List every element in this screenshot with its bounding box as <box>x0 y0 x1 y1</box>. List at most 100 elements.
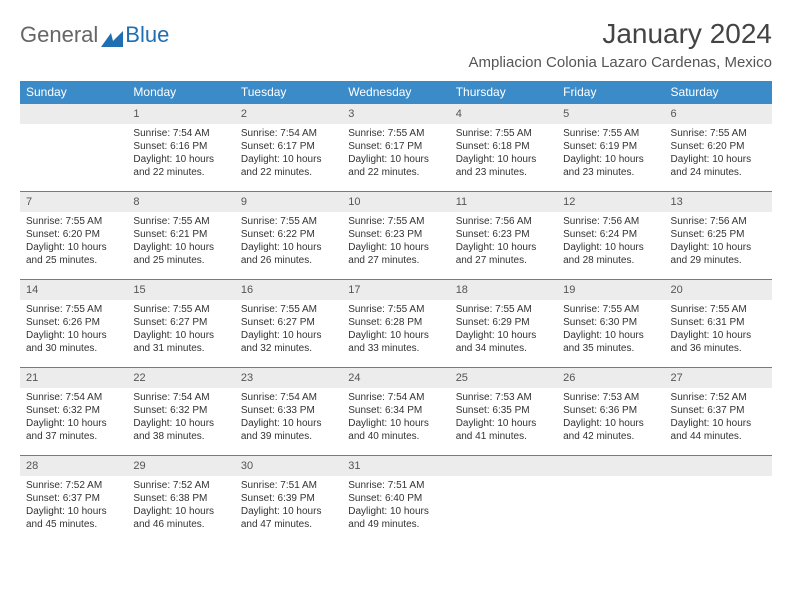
day-details: Sunrise: 7:55 AMSunset: 6:28 PMDaylight:… <box>342 300 449 361</box>
day-number: 14 <box>20 279 127 300</box>
weekday-header: Tuesday <box>235 81 342 103</box>
calendar-cell: 7Sunrise: 7:55 AMSunset: 6:20 PMDaylight… <box>20 191 127 279</box>
sunset-text: Sunset: 6:33 PM <box>241 404 336 417</box>
sunrise-text: Sunrise: 7:52 AM <box>671 391 766 404</box>
day-number: 31 <box>342 455 449 476</box>
logo-text-blue: Blue <box>125 22 169 48</box>
sunrise-text: Sunrise: 7:55 AM <box>563 303 658 316</box>
day-number: 6 <box>665 103 772 124</box>
day-number: 18 <box>450 279 557 300</box>
sunrise-text: Sunrise: 7:55 AM <box>241 215 336 228</box>
weekday-header: Wednesday <box>342 81 449 103</box>
day-number: 25 <box>450 367 557 388</box>
sunrise-text: Sunrise: 7:52 AM <box>26 479 121 492</box>
calendar-cell: 16Sunrise: 7:55 AMSunset: 6:27 PMDayligh… <box>235 279 342 367</box>
calendar-cell: 1Sunrise: 7:54 AMSunset: 6:16 PMDaylight… <box>127 103 234 191</box>
weekday-header: Thursday <box>450 81 557 103</box>
day-details: Sunrise: 7:52 AMSunset: 6:37 PMDaylight:… <box>20 476 127 537</box>
day-number: 5 <box>557 103 664 124</box>
sunset-text: Sunset: 6:37 PM <box>671 404 766 417</box>
weekday-header: Friday <box>557 81 664 103</box>
sunset-text: Sunset: 6:27 PM <box>133 316 228 329</box>
sunset-text: Sunset: 6:31 PM <box>671 316 766 329</box>
day-number: 10 <box>342 191 449 212</box>
sunrise-text: Sunrise: 7:55 AM <box>26 215 121 228</box>
calendar-cell: 12Sunrise: 7:56 AMSunset: 6:24 PMDayligh… <box>557 191 664 279</box>
logo: General Blue <box>20 18 169 48</box>
weekday-header: Saturday <box>665 81 772 103</box>
day-details: Sunrise: 7:55 AMSunset: 6:17 PMDaylight:… <box>342 124 449 185</box>
day-number: 12 <box>557 191 664 212</box>
daylight-text: Daylight: 10 hours and 27 minutes. <box>348 241 443 267</box>
daylight-text: Daylight: 10 hours and 30 minutes. <box>26 329 121 355</box>
sunset-text: Sunset: 6:20 PM <box>26 228 121 241</box>
sunset-text: Sunset: 6:38 PM <box>133 492 228 505</box>
daylight-text: Daylight: 10 hours and 29 minutes. <box>671 241 766 267</box>
sunset-text: Sunset: 6:39 PM <box>241 492 336 505</box>
logo-text-general: General <box>20 22 98 48</box>
daylight-text: Daylight: 10 hours and 37 minutes. <box>26 417 121 443</box>
day-details: Sunrise: 7:55 AMSunset: 6:20 PMDaylight:… <box>665 124 772 185</box>
day-number <box>557 455 664 476</box>
sunset-text: Sunset: 6:37 PM <box>26 492 121 505</box>
daylight-text: Daylight: 10 hours and 46 minutes. <box>133 505 228 531</box>
sunrise-text: Sunrise: 7:55 AM <box>133 215 228 228</box>
daylight-text: Daylight: 10 hours and 25 minutes. <box>133 241 228 267</box>
day-number: 11 <box>450 191 557 212</box>
daylight-text: Daylight: 10 hours and 23 minutes. <box>563 153 658 179</box>
sunset-text: Sunset: 6:21 PM <box>133 228 228 241</box>
day-details: Sunrise: 7:54 AMSunset: 6:17 PMDaylight:… <box>235 124 342 185</box>
calendar-cell <box>665 455 772 543</box>
daylight-text: Daylight: 10 hours and 22 minutes. <box>133 153 228 179</box>
sunrise-text: Sunrise: 7:54 AM <box>133 127 228 140</box>
sunrise-text: Sunrise: 7:54 AM <box>241 391 336 404</box>
daylight-text: Daylight: 10 hours and 35 minutes. <box>563 329 658 355</box>
sunrise-text: Sunrise: 7:52 AM <box>133 479 228 492</box>
sunset-text: Sunset: 6:22 PM <box>241 228 336 241</box>
day-details: Sunrise: 7:54 AMSunset: 6:16 PMDaylight:… <box>127 124 234 185</box>
daylight-text: Daylight: 10 hours and 41 minutes. <box>456 417 551 443</box>
daylight-text: Daylight: 10 hours and 39 minutes. <box>241 417 336 443</box>
sunset-text: Sunset: 6:35 PM <box>456 404 551 417</box>
calendar-cell: 9Sunrise: 7:55 AMSunset: 6:22 PMDaylight… <box>235 191 342 279</box>
daylight-text: Daylight: 10 hours and 23 minutes. <box>456 153 551 179</box>
day-number: 30 <box>235 455 342 476</box>
calendar-cell: 5Sunrise: 7:55 AMSunset: 6:19 PMDaylight… <box>557 103 664 191</box>
day-details: Sunrise: 7:55 AMSunset: 6:21 PMDaylight:… <box>127 212 234 273</box>
calendar-cell <box>450 455 557 543</box>
sunrise-text: Sunrise: 7:51 AM <box>348 479 443 492</box>
sunset-text: Sunset: 6:26 PM <box>26 316 121 329</box>
day-number: 23 <box>235 367 342 388</box>
sunrise-text: Sunrise: 7:55 AM <box>671 127 766 140</box>
daylight-text: Daylight: 10 hours and 22 minutes. <box>348 153 443 179</box>
calendar-row: 14Sunrise: 7:55 AMSunset: 6:26 PMDayligh… <box>20 279 772 367</box>
day-number: 27 <box>665 367 772 388</box>
day-number: 8 <box>127 191 234 212</box>
day-number: 24 <box>342 367 449 388</box>
day-details: Sunrise: 7:55 AMSunset: 6:18 PMDaylight:… <box>450 124 557 185</box>
day-details: Sunrise: 7:51 AMSunset: 6:39 PMDaylight:… <box>235 476 342 537</box>
sunrise-text: Sunrise: 7:54 AM <box>133 391 228 404</box>
sunset-text: Sunset: 6:32 PM <box>133 404 228 417</box>
day-number: 20 <box>665 279 772 300</box>
day-details: Sunrise: 7:55 AMSunset: 6:19 PMDaylight:… <box>557 124 664 185</box>
day-details: Sunrise: 7:55 AMSunset: 6:31 PMDaylight:… <box>665 300 772 361</box>
sunrise-text: Sunrise: 7:55 AM <box>133 303 228 316</box>
calendar-cell: 18Sunrise: 7:55 AMSunset: 6:29 PMDayligh… <box>450 279 557 367</box>
sunrise-text: Sunrise: 7:56 AM <box>456 215 551 228</box>
day-number <box>20 103 127 124</box>
calendar-cell: 8Sunrise: 7:55 AMSunset: 6:21 PMDaylight… <box>127 191 234 279</box>
calendar-cell: 17Sunrise: 7:55 AMSunset: 6:28 PMDayligh… <box>342 279 449 367</box>
calendar-cell: 15Sunrise: 7:55 AMSunset: 6:27 PMDayligh… <box>127 279 234 367</box>
calendar-cell: 27Sunrise: 7:52 AMSunset: 6:37 PMDayligh… <box>665 367 772 455</box>
sunset-text: Sunset: 6:29 PM <box>456 316 551 329</box>
calendar-cell: 30Sunrise: 7:51 AMSunset: 6:39 PMDayligh… <box>235 455 342 543</box>
sunset-text: Sunset: 6:40 PM <box>348 492 443 505</box>
calendar-cell: 3Sunrise: 7:55 AMSunset: 6:17 PMDaylight… <box>342 103 449 191</box>
sunrise-text: Sunrise: 7:51 AM <box>241 479 336 492</box>
day-number: 16 <box>235 279 342 300</box>
day-number: 2 <box>235 103 342 124</box>
daylight-text: Daylight: 10 hours and 40 minutes. <box>348 417 443 443</box>
sunrise-text: Sunrise: 7:56 AM <box>671 215 766 228</box>
sunrise-text: Sunrise: 7:55 AM <box>348 303 443 316</box>
